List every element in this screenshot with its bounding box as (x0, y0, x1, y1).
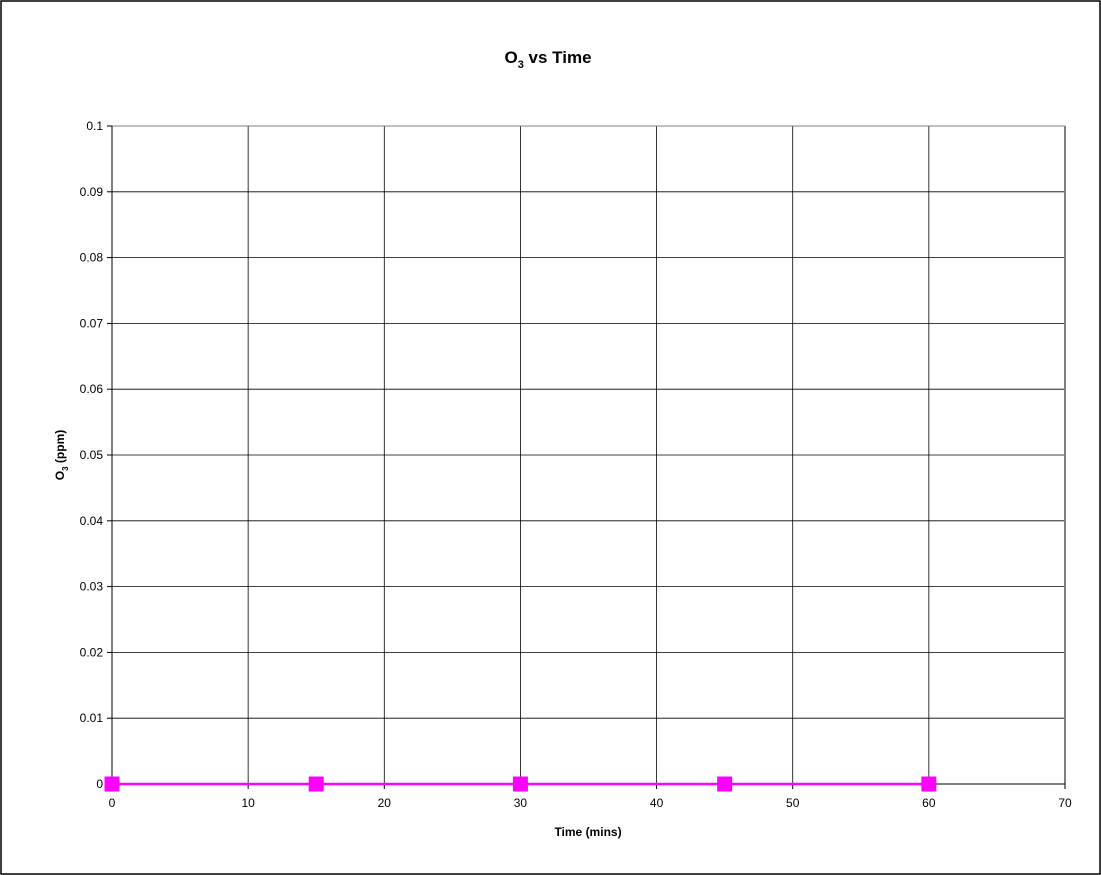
x-tick-label: 0 (109, 796, 116, 810)
x-tick-label: 70 (1058, 796, 1072, 810)
x-tick-label: 40 (650, 796, 664, 810)
x-tick-label: 60 (922, 796, 936, 810)
data-point-marker (717, 776, 733, 792)
y-tick-label: 0.06 (80, 382, 104, 396)
y-tick-label: 0.09 (80, 185, 104, 199)
data-point-marker (512, 776, 528, 792)
x-tick-labels: 0 10 20 30 40 50 60 70 (109, 796, 1072, 810)
y-tick-label: 0.08 (80, 251, 104, 265)
data-point-marker (308, 776, 324, 792)
x-tick-label: 50 (786, 796, 800, 810)
y-axis-label: O3 (ppm) (53, 430, 70, 480)
y-tick-label: 0.1 (86, 119, 103, 133)
x-tick-label: 30 (514, 796, 528, 810)
y-tick-label: 0 (96, 777, 103, 791)
x-tick-label: 10 (241, 796, 255, 810)
y-tick-label: 0.04 (80, 514, 104, 528)
x-tick-label: 20 (378, 796, 392, 810)
y-tick-label: 0.03 (80, 580, 104, 594)
y-tick-label: 0.02 (80, 645, 104, 659)
chart-title: O3 vs Time (504, 48, 591, 71)
data-point-marker (104, 776, 120, 792)
y-tick-label: 0.05 (80, 448, 104, 462)
y-tick-label: 0.07 (80, 316, 104, 330)
data-point-marker (921, 776, 937, 792)
series-plot (104, 776, 937, 792)
x-axis-label: Time (mins) (554, 825, 621, 839)
y-tick-labels: 0 0.01 0.02 0.03 0.04 0.05 0.06 0.07 0.08 0.09 0.1 (80, 119, 104, 791)
y-tick-label: 0.01 (80, 711, 104, 725)
